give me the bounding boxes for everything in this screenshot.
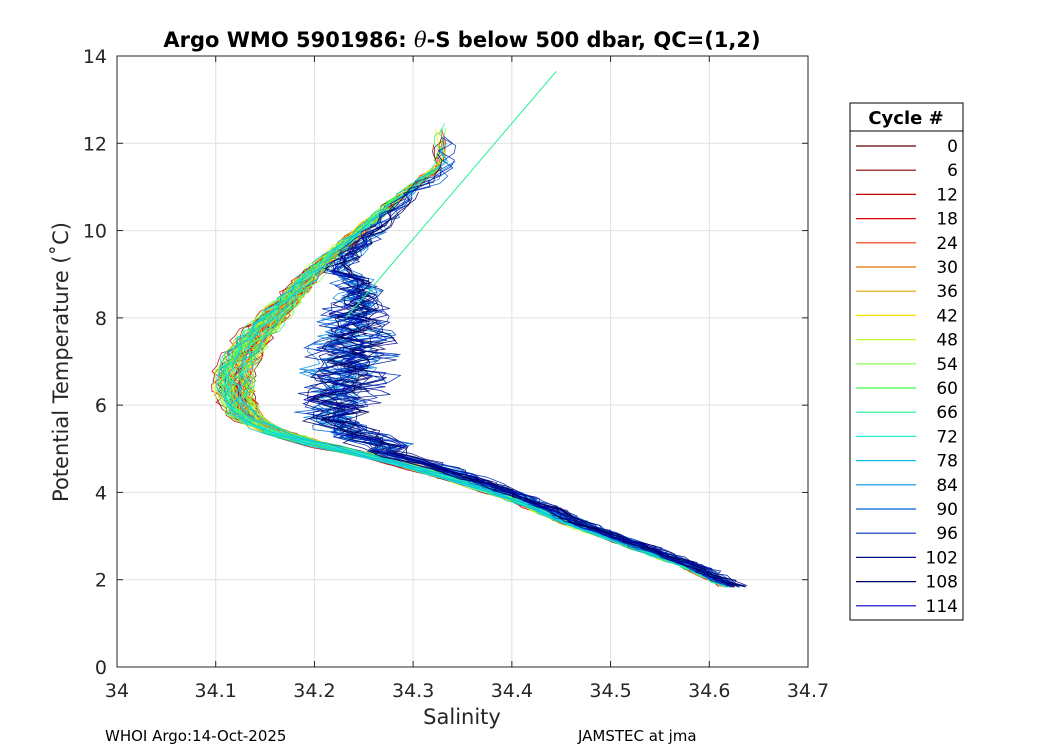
x-tick-label: 34: [105, 680, 129, 702]
legend-box: [849, 102, 964, 621]
legend-entries: 0 6 12 18 24 30 36 42 48 54 60 66 72 78 84 90 96 102 108 11…: [856, 137, 958, 617]
legend-label-36: 36: [936, 282, 958, 302]
plot-frame: [116, 55, 809, 668]
legend-label-96: 96: [936, 524, 958, 544]
y-tick-label: 12: [83, 133, 107, 155]
profile-cycle-105: [319, 284, 735, 587]
plot-area: 34 34.1 34.2 34.3 34.4 34.5 34.6 34.7 0 2 4 6 8 10 12 1…: [83, 46, 829, 702]
x-tick-label: 34.5: [589, 680, 631, 702]
profile-cycle-98: [303, 136, 737, 586]
legend-label-84: 84: [936, 476, 958, 496]
legend-label-102: 102: [926, 548, 958, 568]
x-axis-label: Salinity: [423, 705, 501, 729]
legend-label-60: 60: [936, 379, 958, 399]
y-tick-label: 0: [95, 657, 107, 679]
profile-warm-extension: [345, 70, 557, 319]
title-prefix: Argo WMO 5901986:: [163, 28, 414, 52]
y-tick-label: 10: [83, 221, 107, 243]
legend-label-108: 108: [926, 573, 958, 593]
profile-cycle-114: [303, 238, 732, 587]
profile-cycle-83: [226, 275, 729, 586]
chart-title: Argo WMO 5901986: θ-S below 500 dbar, QC…: [163, 28, 760, 52]
x-tick-label: 34.7: [787, 680, 829, 702]
y-tick-label: 2: [95, 570, 107, 592]
x-tick-label: 34.2: [293, 680, 335, 702]
profile-cycle-48: [213, 170, 728, 586]
legend-label-48: 48: [936, 331, 958, 351]
x-tick-label: 34.1: [195, 680, 237, 702]
legend-label-24: 24: [936, 234, 958, 254]
legend-label-30: 30: [936, 258, 958, 278]
profile-cycle-80: [216, 173, 723, 587]
legend-label-54: 54: [936, 355, 958, 375]
legend-label-90: 90: [936, 500, 958, 520]
y-tick-label: 6: [95, 395, 107, 417]
title-theta: θ: [414, 28, 427, 52]
y-axis-label: Potential Temperature (˚C): [49, 222, 73, 502]
axis-ticks: 34 34.1 34.2 34.3 34.4 34.5 34.6 34.7 0 2 4 6 8 10 12 1…: [83, 46, 829, 702]
profile-cycle-112: [312, 214, 738, 587]
x-tick-label: 34.3: [392, 680, 434, 702]
profile-lines: [211, 70, 748, 588]
legend-title: Cycle #: [868, 108, 943, 129]
y-tick-label: 8: [95, 308, 107, 330]
legend-label-18: 18: [936, 210, 958, 230]
legend-label-6: 6: [947, 161, 958, 181]
y-tick-label: 14: [83, 46, 107, 68]
footer-right: JAMSTEC at jma: [577, 727, 697, 745]
legend-label-78: 78: [936, 452, 958, 472]
legend-label-12: 12: [936, 185, 958, 205]
legend-label-114: 114: [926, 597, 958, 617]
x-tick-label: 34.6: [688, 680, 730, 702]
profile-cycle-76: [226, 215, 730, 588]
footer-left: WHOI Argo:14-Oct-2025: [105, 727, 286, 745]
profile-cycle-110: [313, 198, 747, 588]
legend-label-42: 42: [936, 306, 958, 326]
legend-label-0: 0: [947, 137, 958, 157]
profile-cycle-113: [310, 301, 734, 586]
legend: Cycle # 0 6 12 18 24 30 36 42 48 54 60 66 72 78 84 90 96…: [849, 102, 964, 621]
x-tick-label: 34.4: [491, 680, 533, 702]
legend-label-72: 72: [936, 427, 958, 447]
y-tick-label: 4: [95, 482, 107, 504]
legend-label-66: 66: [936, 403, 958, 423]
title-suffix: -S below 500 dbar, QC=(1,2): [427, 28, 761, 52]
